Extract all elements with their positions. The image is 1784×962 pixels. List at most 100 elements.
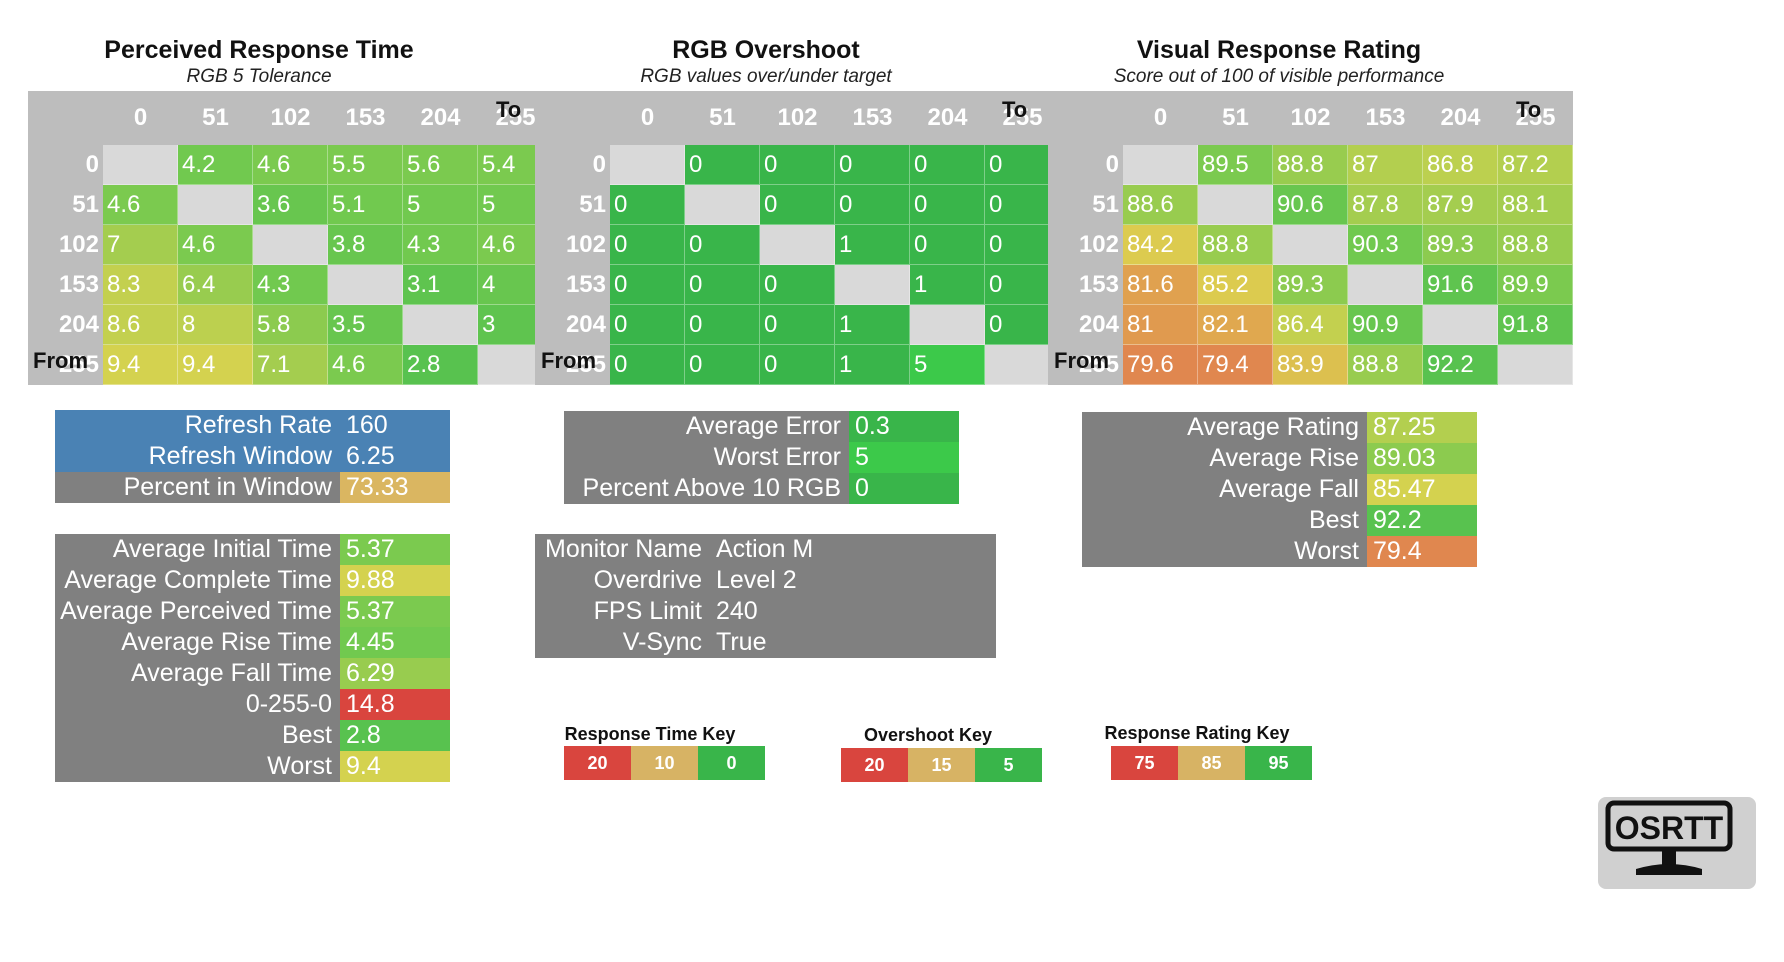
grid-cell: 5.8 bbox=[253, 305, 328, 345]
grid-cell: 87.2 bbox=[1498, 145, 1573, 185]
grid-cell: 1 bbox=[910, 265, 985, 305]
stat-value: 6.29 bbox=[340, 658, 450, 689]
corner-cell bbox=[535, 91, 610, 145]
grid-cell: 0 bbox=[760, 265, 835, 305]
stat-label: Average Fall Time bbox=[55, 658, 340, 689]
stat-value: 89.03 bbox=[1367, 443, 1477, 474]
key-swatch: 5 bbox=[975, 748, 1042, 782]
grid-cell: 8.6 bbox=[103, 305, 178, 345]
row-header: 51 bbox=[1048, 185, 1123, 225]
diagonal-cell bbox=[760, 225, 835, 265]
grid-cell: 0 bbox=[910, 225, 985, 265]
key-title: Response Time Key bbox=[564, 724, 736, 744]
stat-label: Worst bbox=[55, 751, 340, 782]
grid-cell: 9.4 bbox=[103, 345, 178, 385]
row-header: 255 bbox=[535, 345, 610, 385]
column-header: 51 bbox=[685, 91, 760, 145]
grid-cell: 0 bbox=[760, 305, 835, 345]
stat-label: Average Error bbox=[564, 411, 849, 442]
row-header: 102 bbox=[1048, 225, 1123, 265]
stat-label: Worst bbox=[1082, 536, 1367, 567]
info-value: True bbox=[716, 628, 767, 656]
stat-value: 73.33 bbox=[340, 472, 450, 503]
row-header: 102 bbox=[535, 225, 610, 265]
diagonal-cell bbox=[178, 185, 253, 225]
row-header: 204 bbox=[535, 305, 610, 345]
response-time-key: 20 10 0 bbox=[564, 746, 765, 780]
grid-cell: 0 bbox=[910, 145, 985, 185]
grid-cell: 4.6 bbox=[328, 345, 403, 385]
column-header: 204 bbox=[1423, 91, 1498, 145]
stat-value: 9.4 bbox=[340, 751, 450, 782]
grid-cell: 0 bbox=[610, 265, 685, 305]
grid-cell: 0 bbox=[610, 305, 685, 345]
column-header: 153 bbox=[328, 91, 403, 145]
stat-label: Best bbox=[55, 720, 340, 751]
key-swatch: 20 bbox=[841, 748, 908, 782]
grid-cell: 79.6 bbox=[1123, 345, 1198, 385]
stat-label: 0-255-0 bbox=[55, 689, 340, 720]
grid-cell: 6.4 bbox=[178, 265, 253, 305]
response-time-grid: 0 51 102 153 204 255 0 4.2 4.6 5.5 5.6 5.4 51 4.6 3.6 5… bbox=[28, 91, 553, 385]
stat-value: 5.37 bbox=[340, 534, 450, 565]
stat-label: Average Rating bbox=[1082, 412, 1367, 443]
row-header: 255 bbox=[28, 345, 103, 385]
key-swatch: 0 bbox=[698, 746, 765, 780]
grid-cell: 5.1 bbox=[328, 185, 403, 225]
key-swatch: 95 bbox=[1245, 746, 1312, 780]
grid-cell: 88.8 bbox=[1348, 345, 1423, 385]
row-header: 51 bbox=[28, 185, 103, 225]
stat-value: 0 bbox=[849, 473, 959, 504]
grid-cell: 90.6 bbox=[1273, 185, 1348, 225]
corner-cell bbox=[1048, 91, 1123, 145]
info-label: FPS Limit bbox=[593, 597, 702, 625]
row-header: 0 bbox=[28, 145, 103, 185]
grid-cell: 85.2 bbox=[1198, 265, 1273, 305]
grid-cell: 83.9 bbox=[1273, 345, 1348, 385]
error-stats-box: Average Error 0.3 Worst Error 5 Percent Abov… bbox=[564, 411, 959, 504]
grid-cell: 79.4 bbox=[1198, 345, 1273, 385]
grid-cell: 0 bbox=[685, 225, 760, 265]
stat-value: 6.25 bbox=[340, 441, 450, 472]
grid-cell: 0 bbox=[610, 185, 685, 225]
grid-cell: 4.3 bbox=[253, 265, 328, 305]
row-header: 255 bbox=[1048, 345, 1123, 385]
grid-cell: 0 bbox=[835, 145, 910, 185]
diagonal-cell bbox=[685, 185, 760, 225]
stat-value: 92.2 bbox=[1367, 505, 1477, 536]
grid-cell: 0 bbox=[760, 185, 835, 225]
to-label: To bbox=[496, 97, 522, 122]
grid-cell: 4.6 bbox=[103, 185, 178, 225]
diagonal-cell bbox=[403, 305, 478, 345]
column-header: 153 bbox=[835, 91, 910, 145]
grid-cell: 87.9 bbox=[1423, 185, 1498, 225]
osrtt-logo: OSRTT bbox=[1598, 797, 1756, 889]
diagonal-cell bbox=[835, 265, 910, 305]
row-header: 204 bbox=[28, 305, 103, 345]
grid-cell: 0 bbox=[985, 145, 1060, 185]
column-header: 255 bbox=[1498, 91, 1573, 145]
rating-key: 75 85 95 bbox=[1111, 746, 1312, 780]
to-label: To bbox=[1516, 97, 1542, 122]
grid-cell: 81 bbox=[1123, 305, 1198, 345]
diagonal-cell bbox=[1198, 185, 1273, 225]
grid-cell: 88.1 bbox=[1498, 185, 1573, 225]
stat-value: 9.88 bbox=[340, 565, 450, 596]
column-header: 0 bbox=[610, 91, 685, 145]
diagonal-cell bbox=[1348, 265, 1423, 305]
grid-cell: 4.6 bbox=[253, 145, 328, 185]
info-label: V-Sync bbox=[622, 628, 702, 656]
grid-cell: 0 bbox=[685, 265, 760, 305]
column-header: 102 bbox=[1273, 91, 1348, 145]
grid-cell: 0 bbox=[760, 145, 835, 185]
grid-cell: 87 bbox=[1348, 145, 1423, 185]
stat-value: 0.3 bbox=[849, 411, 959, 442]
diagonal-cell bbox=[103, 145, 178, 185]
key-swatch: 10 bbox=[631, 746, 698, 780]
key-title: Response Rating Key bbox=[1104, 723, 1290, 743]
panel-title-overshoot: RGB Overshoot bbox=[672, 36, 860, 64]
grid-cell: 82.1 bbox=[1198, 305, 1273, 345]
diagonal-cell bbox=[1498, 345, 1573, 385]
column-header: 153 bbox=[1348, 91, 1423, 145]
time-stats-box: Average Initial Time 5.37 Average Complete… bbox=[55, 534, 450, 782]
